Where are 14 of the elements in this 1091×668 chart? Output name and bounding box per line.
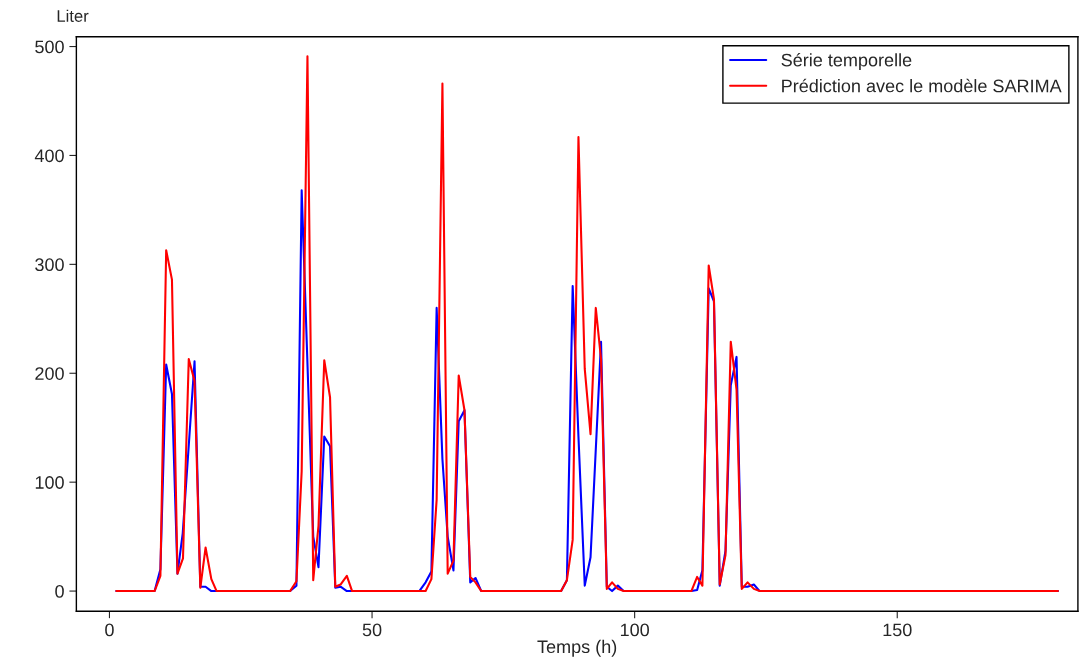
x-tick-label: 150	[883, 623, 912, 637]
y-tick-label: 500	[35, 40, 64, 54]
x-axis-title: Temps (h)	[537, 639, 617, 657]
x-tick-label: 100	[620, 623, 650, 637]
y-tick-label: 0	[55, 585, 64, 598]
legend-label: Série temporelle	[781, 52, 912, 71]
y-tick-label: 400	[34, 149, 64, 163]
legend-label: Prédiction avec le modèle SARIMA	[782, 78, 1062, 93]
x-tick-label: 50	[362, 623, 382, 637]
y-axis-title: Liter	[57, 9, 89, 22]
x-tick-label: 0	[105, 623, 114, 637]
y-tick-label: 100	[35, 476, 64, 489]
y-tick-label: 200	[35, 367, 64, 380]
y-tick-label: 300	[35, 258, 64, 272]
